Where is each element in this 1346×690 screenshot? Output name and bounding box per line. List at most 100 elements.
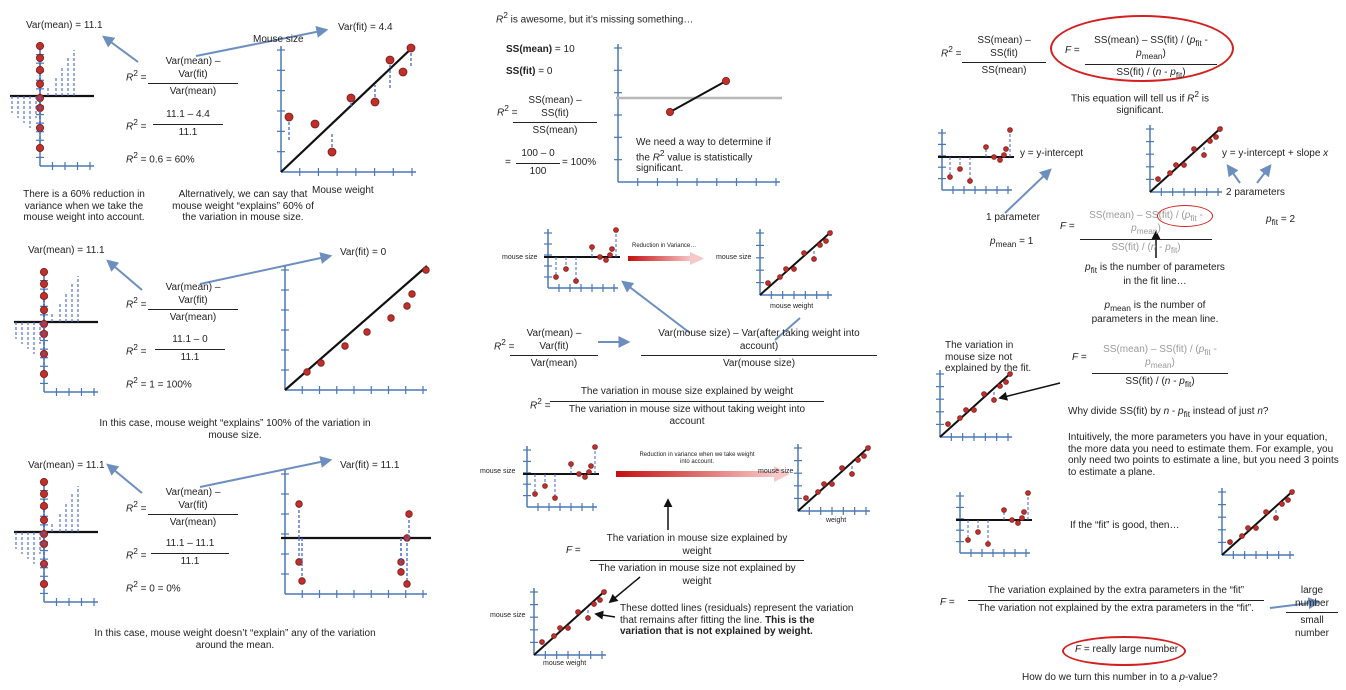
data-point (991, 397, 997, 403)
f-formula-ellipse (1050, 15, 1234, 82)
data-point (601, 589, 607, 595)
var-mouse-fraction: Var(mouse size) – Var(after taking weigh… (641, 328, 877, 371)
data-point (827, 230, 833, 236)
how-p-value: How do we turn this number in to a p-val… (1022, 672, 1218, 683)
data-point (985, 541, 991, 547)
small-fit-plot (936, 370, 1013, 441)
data-point (722, 77, 731, 86)
data-point (1273, 515, 1279, 521)
p-terms-ellipse (1157, 205, 1213, 227)
arrow (106, 463, 143, 494)
r2-result: R2 = 0 = 0% (126, 579, 181, 595)
arrow (621, 280, 691, 334)
p-fit-value: pfit = 2 (1266, 214, 1296, 227)
data-point (957, 166, 963, 172)
data-point (861, 453, 867, 459)
data-point (1003, 146, 1009, 152)
data-point (35, 144, 44, 153)
data-point (1213, 134, 1219, 140)
fit-line (759, 230, 833, 296)
data-point (589, 244, 595, 250)
large-small-fraction: large number small number (1286, 585, 1338, 640)
data-point (295, 500, 303, 508)
intro-text: R2 is awesome, but it’s missing somethin… (496, 10, 694, 26)
data-point (585, 615, 591, 621)
ss-result: = 100% (562, 157, 597, 168)
ss-mean: SS(mean) = 10 (506, 44, 575, 55)
data-point (1015, 520, 1021, 526)
data-point (613, 227, 619, 233)
data-point (1181, 162, 1187, 168)
f-fraction: The variation in mouse size explained by… (590, 533, 804, 588)
r2-label: R2 = (126, 117, 147, 133)
data-point (765, 280, 771, 286)
data-point (801, 250, 807, 256)
data-point (1245, 525, 1251, 531)
data-point (539, 639, 545, 645)
data-point (35, 80, 44, 89)
fit-line (1149, 126, 1223, 193)
data-point (1207, 138, 1213, 144)
small-fit-plot (794, 444, 871, 515)
r2-fraction-values: 11.1 – 0 11.1 (155, 334, 225, 364)
var-fit-label: Var(fit) = 0 (340, 247, 387, 258)
data-point (565, 625, 571, 631)
mouse-weight-label: mouse weight (770, 303, 814, 310)
data-point (777, 274, 783, 280)
data-point (1003, 379, 1009, 385)
data-point (855, 457, 861, 463)
data-point (849, 471, 855, 477)
data-point (403, 580, 411, 588)
weight-label: weight (826, 517, 847, 524)
data-point (575, 609, 581, 615)
small-fit-plot (756, 229, 833, 299)
data-point (997, 383, 1003, 389)
y-intercept-eq: y = y-intercept (1020, 148, 1084, 159)
data-point (821, 481, 827, 487)
data-point (1285, 497, 1291, 503)
var-fraction: Var(mean) – Var(fit) Var(mean) (510, 328, 598, 371)
mouse-weight-label: mouse weight (543, 660, 587, 667)
data-point (1253, 525, 1259, 531)
r2-result: R2 = 0.6 = 60% (126, 150, 195, 166)
data-point (346, 93, 356, 103)
data-point (1279, 501, 1285, 507)
r2-fraction-values: 11.1 – 4.4 11.1 (153, 109, 223, 139)
data-point (811, 256, 817, 262)
extra-params-fraction: The variation explained by the extra par… (968, 585, 1264, 615)
significance-note: This equation will tell us if R2 is sign… (1070, 89, 1210, 116)
not-explained-note: The variation in mouse size not explaine… (945, 340, 1032, 374)
data-point (403, 302, 411, 310)
perfect-fit-plot (281, 265, 430, 394)
data-point (823, 238, 829, 244)
data-point (947, 174, 953, 180)
fit-line (280, 45, 415, 173)
data-point (39, 489, 48, 498)
data-point (35, 42, 44, 50)
p-mean-value: pmean = 1 (990, 236, 1034, 249)
mean-residual-plot (14, 478, 98, 606)
small-mean-plot (938, 127, 1014, 194)
data-point (865, 445, 871, 451)
r2-label: R2 = (497, 103, 518, 119)
f-label: F = (1072, 352, 1087, 363)
data-point (603, 257, 609, 263)
data-point (1007, 371, 1013, 377)
r2-label: R2 = (126, 499, 147, 515)
data-point (405, 510, 413, 518)
data-point (1217, 126, 1223, 132)
small-mean-plot (544, 227, 620, 292)
data-point (39, 580, 48, 589)
data-point (39, 370, 48, 379)
mouse-size-label: mouse size (480, 468, 516, 475)
if-fit-good: If the “fit” is good, then… (1070, 520, 1180, 531)
data-point (39, 516, 48, 525)
f-label: F = (940, 597, 955, 608)
ss-fit: SS(fit) = 0 (506, 66, 553, 77)
r2-fraction: Var(mean) – Var(fit) Var(mean) (148, 487, 238, 530)
flat-fit-plot (281, 470, 431, 598)
data-point (1001, 152, 1007, 158)
reduction-gradient-arrow (616, 471, 776, 477)
var-mean-label: Var(mean) = 11.1 (26, 20, 103, 31)
data-point (1191, 146, 1197, 152)
